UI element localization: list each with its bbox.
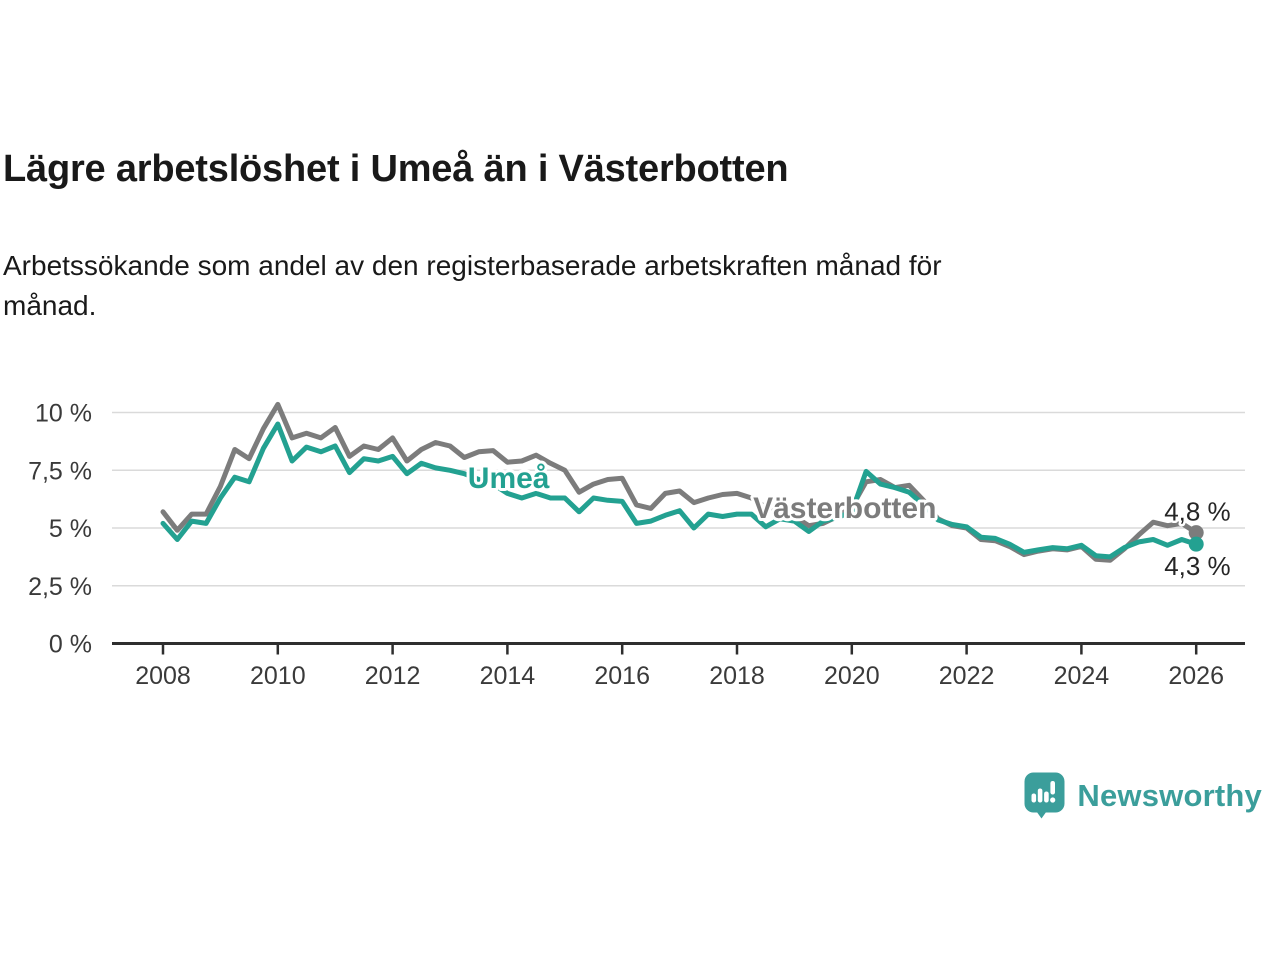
chart-title: Lägre arbetslöshet i Umeå än i Västerbot… bbox=[3, 148, 789, 190]
x-tick-label-2020: 2020 bbox=[824, 662, 880, 690]
y-tick-label: 7,5 % bbox=[28, 457, 92, 485]
series-line-vasterbotten bbox=[160, 401, 1199, 563]
x-tick-label-2024: 2024 bbox=[1054, 662, 1110, 690]
brand-footer: Newsworthy bbox=[1024, 772, 1262, 819]
end-value-label-vasterbotten: 4,8 % bbox=[1164, 497, 1231, 527]
x-tick-label-2008: 2008 bbox=[135, 662, 191, 690]
chart-subtitle-line-2: månad. bbox=[3, 290, 97, 321]
x-tick-label-2014: 2014 bbox=[480, 662, 536, 690]
x-tick-label-2022: 2022 bbox=[939, 662, 995, 690]
y-tick-label: 10 % bbox=[35, 400, 92, 428]
series-label-vasterbotten: Västerbotten bbox=[753, 492, 936, 525]
x-tick-label-2026: 2026 bbox=[1168, 662, 1224, 690]
brand-name: Newsworthy bbox=[1077, 777, 1262, 813]
series-label-umea: Umeå bbox=[468, 462, 550, 495]
x-tick-label-2012: 2012 bbox=[365, 662, 421, 690]
y-tick-label: 5 % bbox=[49, 515, 92, 543]
y-tick-label: 0 % bbox=[49, 631, 92, 659]
x-tick-label-2010: 2010 bbox=[250, 662, 306, 690]
chart-subtitle: Arbetssökande som andel av den registerb… bbox=[3, 246, 1213, 326]
chart-subtitle-line-1: Arbetssökande som andel av den registerb… bbox=[3, 250, 942, 281]
series-end-dot-umea bbox=[1188, 536, 1204, 552]
newsworthy-speech-bubble-bar-chart-icon bbox=[1024, 772, 1065, 819]
series-end-dot-vasterbotten bbox=[1188, 525, 1204, 541]
x-tick-label-2016: 2016 bbox=[594, 662, 650, 690]
end-value-label-umea: 4,3 % bbox=[1164, 551, 1231, 581]
y-tick-label: 2,5 % bbox=[28, 573, 92, 601]
x-tick-label-2018: 2018 bbox=[709, 662, 765, 690]
series-line-umea bbox=[160, 421, 1199, 560]
